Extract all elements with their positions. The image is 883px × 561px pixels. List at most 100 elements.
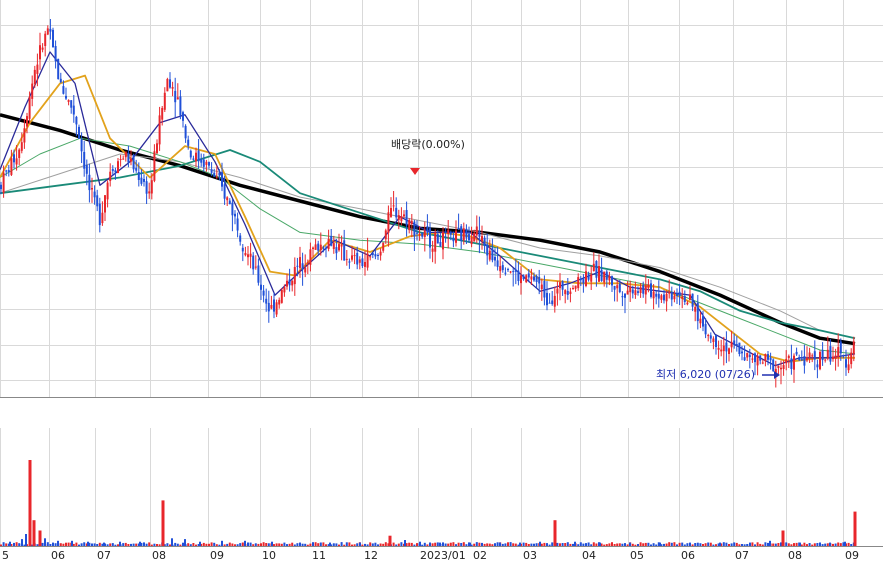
candle-body (587, 274, 590, 280)
candle-body (299, 257, 301, 268)
volume-bar (652, 543, 655, 546)
candle-body (475, 226, 478, 236)
candle-body (127, 152, 130, 163)
volume-bar (478, 542, 481, 546)
volume-bar (306, 544, 309, 546)
volume-bar (319, 542, 322, 546)
candle-body (200, 159, 203, 163)
volume-bar (143, 542, 145, 546)
volume-bar (522, 542, 525, 546)
candle-body (629, 286, 632, 293)
candle-body (852, 341, 855, 354)
candle-body (748, 354, 751, 357)
candle-body (551, 300, 554, 305)
volume-bar (772, 543, 775, 546)
volume-bar (832, 543, 834, 546)
candle-body (343, 240, 346, 261)
volume-bar (556, 542, 559, 546)
volume-bar (644, 542, 647, 546)
candle-body (265, 298, 268, 304)
candle-body (91, 188, 93, 190)
volume-bar (278, 543, 281, 546)
volume-bar (241, 542, 244, 546)
candle-body (603, 271, 606, 283)
volume-bar (683, 544, 686, 546)
candle-body (306, 262, 309, 264)
volume-bar (199, 541, 201, 546)
volume-bar (75, 542, 78, 546)
candle-body (650, 283, 652, 297)
candle-body (80, 139, 83, 152)
volume-bar (345, 542, 348, 546)
volume-bar (189, 544, 192, 546)
volume-bar (338, 544, 340, 546)
volume-bar (699, 543, 702, 546)
volume-bar (41, 542, 44, 546)
volume-bar (811, 544, 814, 546)
candle-body (683, 296, 686, 302)
volume-bar (325, 544, 327, 546)
candle-body (686, 302, 689, 305)
volume-bar (49, 544, 52, 546)
volume-bar (262, 542, 265, 546)
volume-bar (611, 542, 613, 546)
candle-body (182, 112, 184, 121)
candle-body (462, 228, 465, 241)
candle-body (696, 302, 699, 322)
volume-bar (767, 542, 769, 546)
volume-bar (759, 543, 762, 546)
candle-body (314, 244, 317, 250)
volume-bar (215, 544, 218, 546)
volume-bar (280, 543, 283, 546)
candle-body (392, 205, 395, 207)
price-candles (0, 19, 855, 388)
volume-bar (592, 542, 595, 546)
candle-body (416, 232, 418, 234)
volume-bar (32, 520, 36, 546)
candle-body (478, 231, 481, 237)
volume-bar (795, 542, 798, 546)
volume-bar (834, 543, 837, 546)
x-tick-label: 04 (582, 549, 596, 561)
volume-bar (10, 544, 13, 546)
moving-average-line (0, 74, 855, 363)
volume-bar (722, 542, 725, 546)
candle-body (457, 228, 460, 229)
volume-bar (431, 543, 434, 546)
candle-body (176, 97, 179, 100)
candle-body (88, 174, 91, 191)
candle-body (491, 248, 494, 261)
volume-bar (52, 542, 54, 546)
candle-body (574, 285, 577, 289)
volume-bar (5, 543, 8, 546)
candle-body (434, 232, 437, 252)
candle-body (447, 229, 450, 234)
moving-averages (0, 51, 856, 367)
candle-body (754, 353, 756, 363)
candle-body (767, 354, 769, 360)
volume-bar (329, 542, 331, 546)
candle-body (634, 290, 637, 295)
candle-body (590, 274, 593, 282)
candle-body (829, 346, 832, 362)
candle-body (228, 200, 231, 205)
volume-bar (218, 544, 221, 546)
volume-bar (787, 543, 790, 546)
candle-body (223, 184, 226, 199)
candle-body (408, 220, 411, 231)
candle-body (278, 299, 281, 305)
x-tick-label: 12 (364, 549, 378, 561)
candle-body (808, 352, 811, 358)
candle-body (101, 212, 104, 224)
candle-body (756, 355, 759, 366)
volume-bar (299, 542, 301, 546)
candle-body (267, 302, 270, 312)
volume-bar (195, 544, 197, 546)
candle-body (520, 275, 522, 284)
candle-body (429, 228, 431, 248)
volume-bar (374, 542, 377, 546)
candle-body (538, 276, 541, 284)
candle-body (468, 234, 470, 241)
